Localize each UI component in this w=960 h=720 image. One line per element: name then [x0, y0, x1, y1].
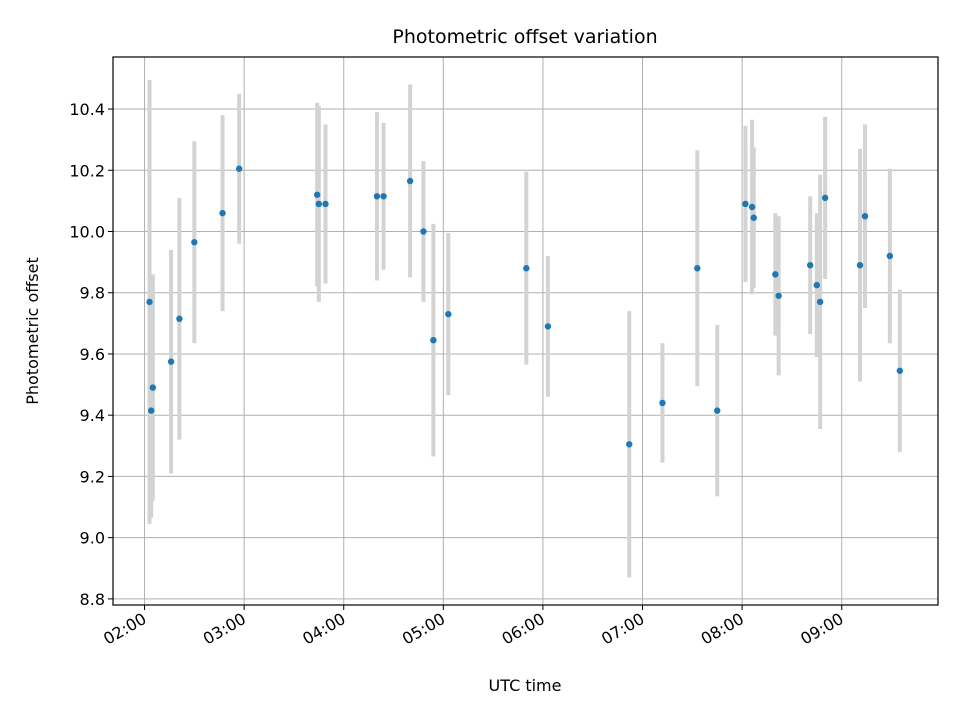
- data-points: [146, 165, 904, 448]
- data-point: [626, 441, 633, 448]
- data-point: [772, 271, 779, 278]
- y-axis-label: Photometric offset: [23, 257, 42, 405]
- data-point: [896, 367, 904, 374]
- y-tick-label: 9.8: [80, 284, 105, 303]
- data-point: [149, 384, 157, 391]
- data-point: [886, 252, 894, 260]
- data-point: [861, 212, 869, 220]
- y-tick-label: 10.4: [69, 100, 105, 119]
- data-point: [445, 310, 452, 318]
- y-tick-label: 10.2: [69, 161, 105, 180]
- y-tick-label: 9.2: [80, 467, 105, 486]
- data-point: [219, 209, 226, 217]
- data-point: [821, 194, 829, 202]
- data-point: [420, 228, 427, 235]
- chart-title: Photometric offset variation: [392, 26, 657, 48]
- data-point: [714, 407, 721, 414]
- data-point: [659, 399, 666, 407]
- data-point: [235, 165, 243, 172]
- y-tick-label: 9.4: [80, 406, 105, 425]
- data-point: [406, 177, 414, 185]
- data-point: [146, 298, 153, 306]
- data-point: [147, 407, 155, 414]
- data-point: [380, 193, 387, 200]
- data-point: [742, 200, 749, 208]
- data-point: [856, 261, 864, 269]
- data-point: [813, 281, 821, 289]
- data-point: [816, 298, 824, 306]
- data-point: [694, 265, 701, 272]
- plot-frame: [112, 56, 939, 606]
- data-point: [806, 261, 814, 269]
- data-point: [176, 315, 183, 322]
- data-point: [523, 265, 530, 272]
- y-tick-label: 9.0: [80, 529, 105, 548]
- x-axis-label: UTC time: [489, 676, 562, 695]
- data-point: [313, 191, 321, 198]
- data-point: [191, 239, 198, 246]
- y-axis: 8.8 9.0 9.2 9.4 9.6 9.8 10.0 10.2 10.4: [69, 100, 113, 609]
- data-point: [167, 358, 175, 365]
- y-tick-label: 9.6: [80, 345, 105, 364]
- data-point: [544, 323, 552, 330]
- data-point: [748, 203, 756, 211]
- data-point: [315, 200, 323, 208]
- y-tick-label: 8.8: [80, 590, 105, 609]
- data-point: [373, 193, 381, 200]
- data-point: [750, 214, 757, 221]
- y-tick-label: 10.0: [69, 223, 105, 242]
- data-point: [775, 292, 782, 299]
- data-point: [430, 336, 437, 344]
- data-point: [322, 200, 329, 208]
